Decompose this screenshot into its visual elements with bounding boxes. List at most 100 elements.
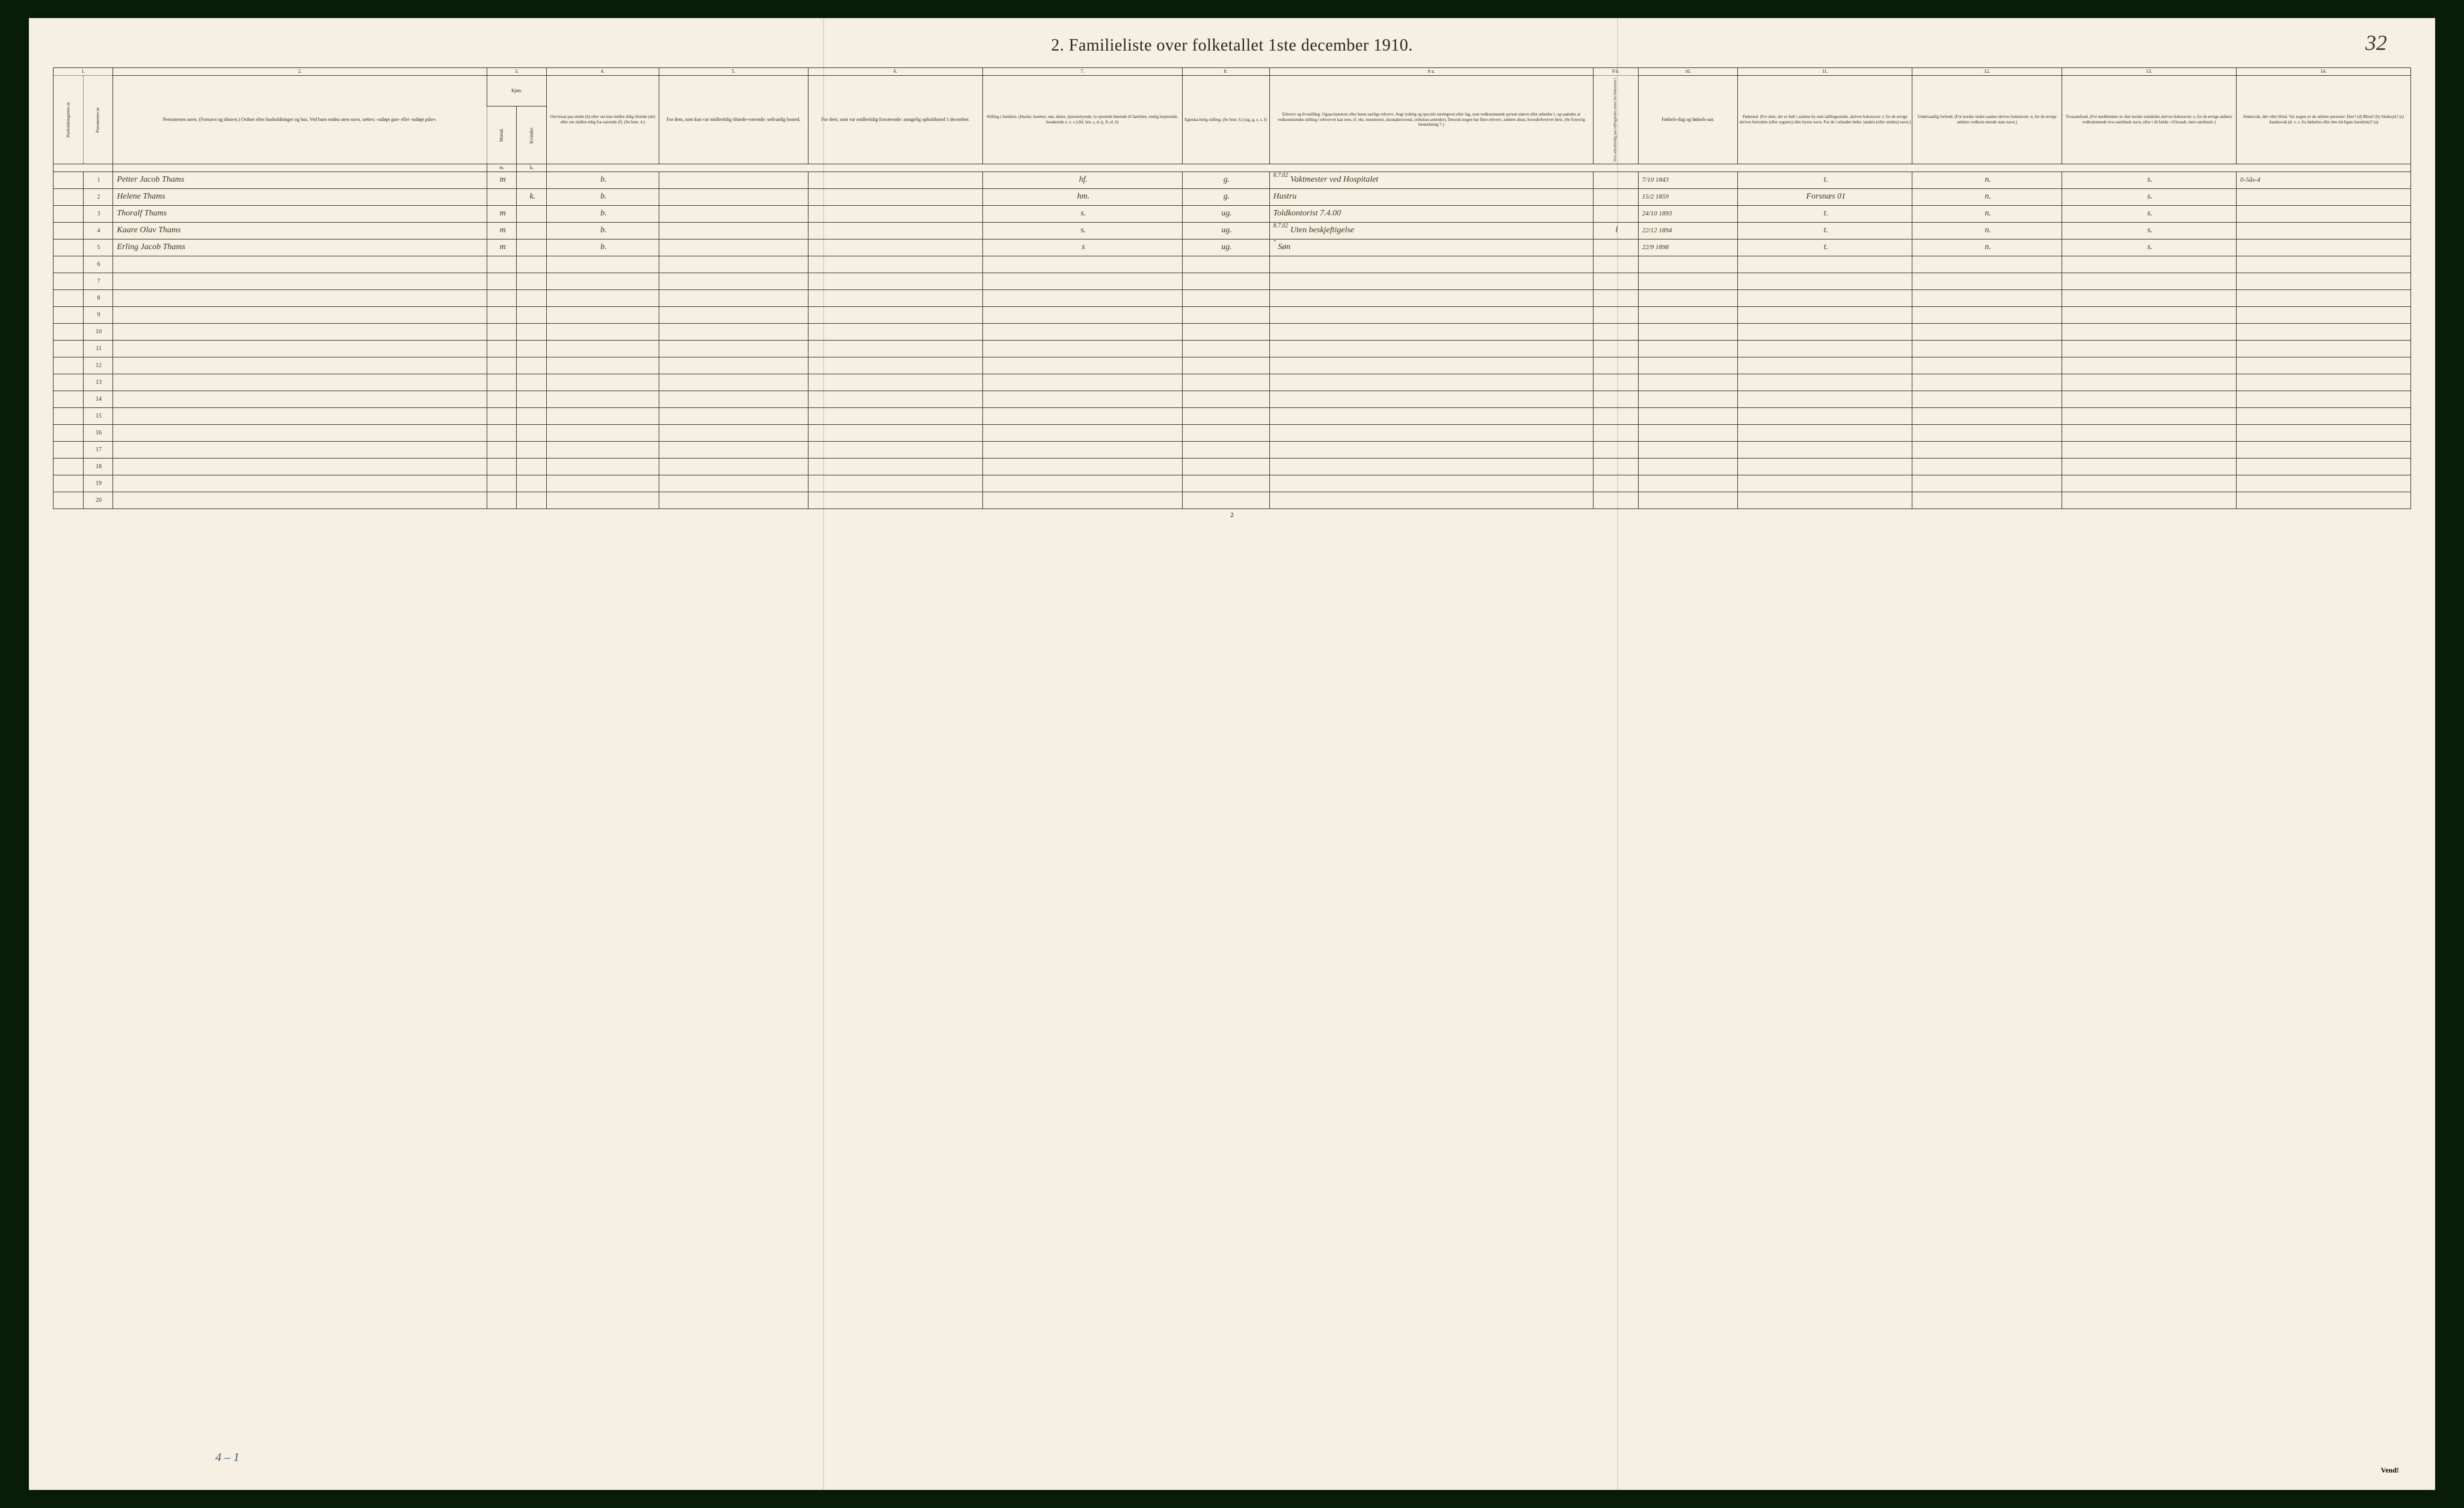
cell-name: Thoralf Thams	[113, 205, 487, 222]
cell-empty	[517, 273, 547, 289]
cell-empty	[2236, 407, 2410, 424]
cell-c9b	[1594, 172, 1639, 188]
cell-c9b	[1594, 205, 1639, 222]
cell-empty	[2062, 407, 2236, 424]
cell-empty	[547, 407, 659, 424]
cell-c9a: " Søn	[1269, 239, 1594, 256]
cell-empty	[1269, 391, 1594, 407]
cell-empty	[983, 441, 1182, 458]
mk-blank-rest	[547, 164, 2411, 172]
cell-hh-num	[54, 188, 84, 205]
cell-empty	[808, 407, 983, 424]
cell-sex-k	[517, 239, 547, 256]
table-row-empty: 15	[54, 407, 2411, 424]
cell-empty	[113, 424, 487, 441]
cell-hh-num	[54, 323, 84, 340]
colnum-3: 3.	[487, 68, 546, 76]
colnum-2: 2.	[113, 68, 487, 76]
cell-empty	[1182, 273, 1269, 289]
cell-empty	[983, 458, 1182, 475]
cell-empty	[983, 492, 1182, 508]
cell-empty	[1912, 492, 2062, 508]
cell-empty	[983, 289, 1182, 306]
cell-empty	[2062, 492, 2236, 508]
cell-empty	[983, 256, 1182, 273]
cell-empty	[2062, 256, 2236, 273]
cell-hh-num	[54, 340, 84, 357]
cell-empty	[2236, 374, 2410, 391]
cell-person-num: 19	[83, 475, 113, 492]
cell-c13: s.	[2062, 239, 2236, 256]
cell-c8: ug.	[1182, 239, 1269, 256]
cell-empty	[1182, 391, 1269, 407]
cell-empty	[1269, 340, 1594, 357]
cell-person-num: 7	[83, 273, 113, 289]
cell-empty	[487, 424, 517, 441]
cell-empty	[547, 424, 659, 441]
cell-empty	[2236, 323, 2410, 340]
cell-empty	[1182, 424, 1269, 441]
cell-empty	[983, 340, 1182, 357]
cell-empty	[487, 289, 517, 306]
cell-empty	[659, 374, 808, 391]
cell-c8: g.	[1182, 188, 1269, 205]
cell-empty	[2062, 424, 2236, 441]
cell-empty	[487, 391, 517, 407]
cell-empty	[983, 391, 1182, 407]
cell-empty	[1638, 441, 1738, 458]
cell-person-num: 11	[83, 340, 113, 357]
cell-empty	[1912, 391, 2062, 407]
cell-empty	[2236, 391, 2410, 407]
table-row-empty: 8	[54, 289, 2411, 306]
cell-empty	[1912, 306, 2062, 323]
header-2: Personernes navn. (Fornavn og tilnavn.) …	[113, 75, 487, 164]
cell-c5	[659, 222, 808, 239]
cell-empty	[808, 357, 983, 374]
cell-empty	[659, 492, 808, 508]
cell-empty	[1182, 323, 1269, 340]
table-row-empty: 16	[54, 424, 2411, 441]
header-6: For dem, som var midlertidig fraværende:…	[808, 75, 983, 164]
table-row-empty: 6	[54, 256, 2411, 273]
colnum-12: 12.	[1912, 68, 2062, 76]
cell-empty	[659, 323, 808, 340]
table-row-empty: 18	[54, 458, 2411, 475]
cell-hh-num	[54, 222, 84, 239]
cell-empty	[1912, 340, 2062, 357]
cell-empty	[113, 357, 487, 374]
cell-person-num: 20	[83, 492, 113, 508]
cell-person-num: 6	[83, 256, 113, 273]
cell-empty	[1738, 323, 1912, 340]
cell-empty	[1594, 289, 1639, 306]
cell-empty	[517, 357, 547, 374]
cell-empty	[1594, 323, 1639, 340]
cell-empty	[487, 340, 517, 357]
cell-empty	[1912, 374, 2062, 391]
cell-empty	[1182, 340, 1269, 357]
cell-empty	[1638, 340, 1738, 357]
cell-empty	[1182, 306, 1269, 323]
cell-empty	[2236, 357, 2410, 374]
cell-empty	[983, 424, 1182, 441]
cell-hh-num	[54, 475, 84, 492]
cell-empty	[808, 289, 983, 306]
cell-empty	[517, 475, 547, 492]
cell-empty	[2062, 273, 2236, 289]
cell-empty	[1594, 441, 1639, 458]
cell-empty	[1912, 289, 2062, 306]
cell-hh-num	[54, 289, 84, 306]
cell-sex-m: m	[487, 205, 517, 222]
cell-empty	[1594, 357, 1639, 374]
cell-sex-m: m	[487, 239, 517, 256]
cell-empty	[659, 306, 808, 323]
cell-person-num: 15	[83, 407, 113, 424]
cell-empty	[2062, 289, 2236, 306]
cell-empty	[1638, 323, 1738, 340]
table-row-empty: 17	[54, 441, 2411, 458]
cell-empty	[1738, 424, 1912, 441]
cell-empty	[2236, 289, 2410, 306]
cell-name: Petter Jacob Thams	[113, 172, 487, 188]
cell-c9a: 8.7.02 Uten beskjeftigelse	[1269, 222, 1594, 239]
cell-empty	[1594, 340, 1639, 357]
cell-empty	[808, 441, 983, 458]
